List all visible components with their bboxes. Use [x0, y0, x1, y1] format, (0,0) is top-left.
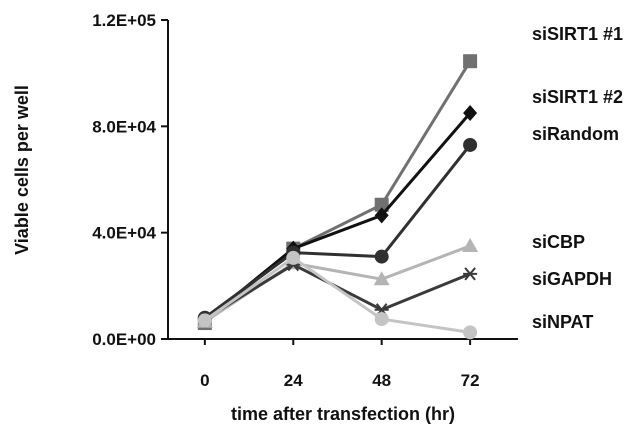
data-point: [463, 105, 478, 122]
data-point: [374, 207, 389, 224]
y-tick-label: 0.0E+00: [92, 330, 156, 349]
series-line: [204, 244, 471, 323]
y-tick-label: 8.0E+04: [92, 117, 156, 136]
legend-entry: siSIRT1 #2: [532, 87, 623, 107]
data-point: [463, 54, 478, 69]
data-point: [463, 325, 478, 340]
data-point: [286, 250, 301, 265]
data-point: [374, 197, 389, 212]
data-point: [463, 267, 478, 281]
data-point: [373, 271, 390, 286]
series-layer: [196, 54, 479, 340]
data-point: [374, 312, 389, 327]
x-tick-label: 24: [284, 371, 303, 390]
legend-entry: siGAPDH: [532, 269, 612, 289]
y-axis-label: Viable cells per well: [12, 85, 32, 255]
legend-entry: siRandom: [532, 124, 619, 144]
series-line: [203, 256, 471, 334]
series-sinpat: [197, 250, 478, 340]
legend: siSIRT1 #1 siSIRT1 #2 siRandom siCBP siGAPDH…: [532, 24, 623, 332]
legend-entry: siSIRT1 #1: [532, 24, 623, 44]
data-point: [463, 137, 478, 152]
x-axis-label: time after transfection (hr): [231, 404, 455, 424]
series-line: [203, 60, 472, 325]
data-point: [374, 249, 389, 264]
y-tick-label: 4.0E+04: [92, 224, 156, 243]
legend-entry: siNPAT: [532, 312, 593, 332]
axes: 0.0E+00 4.0E+04 8.0E+04 1.2E+05 0 24 48 72: [92, 11, 518, 390]
x-tick-label: 48: [372, 371, 391, 390]
y-tick-label: 1.2E+05: [92, 11, 156, 30]
data-point: [197, 313, 212, 328]
series-line: [203, 144, 472, 319]
x-tick-label: 72: [461, 371, 480, 390]
legend-entry: siCBP: [532, 232, 585, 252]
data-point: [462, 237, 479, 252]
x-tick-label: 0: [200, 371, 209, 390]
series-sicbp: [196, 237, 479, 328]
asterisk-stroke: [464, 267, 476, 281]
